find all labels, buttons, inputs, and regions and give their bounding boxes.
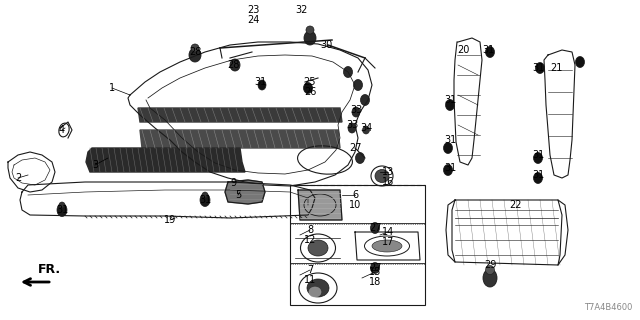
Ellipse shape	[304, 31, 316, 45]
Text: 27: 27	[369, 223, 381, 233]
Text: 9: 9	[230, 178, 236, 188]
Text: FR.: FR.	[38, 263, 61, 276]
Text: 4: 4	[59, 125, 65, 135]
Ellipse shape	[444, 164, 452, 175]
Ellipse shape	[352, 107, 360, 117]
Text: 31: 31	[444, 95, 456, 105]
Text: 33: 33	[350, 105, 362, 115]
Polygon shape	[298, 190, 342, 220]
Ellipse shape	[202, 192, 208, 198]
Text: 5: 5	[235, 190, 241, 200]
Ellipse shape	[344, 67, 353, 77]
Text: 11: 11	[304, 275, 316, 285]
Ellipse shape	[59, 202, 65, 208]
Ellipse shape	[57, 204, 67, 217]
Ellipse shape	[306, 26, 314, 34]
Ellipse shape	[258, 80, 266, 90]
Ellipse shape	[444, 142, 452, 154]
Text: 17: 17	[382, 237, 394, 247]
Ellipse shape	[534, 153, 543, 164]
Ellipse shape	[200, 194, 210, 206]
Text: 18: 18	[369, 277, 381, 287]
Text: 22: 22	[509, 200, 521, 210]
Ellipse shape	[362, 126, 369, 134]
Text: 31: 31	[444, 135, 456, 145]
Ellipse shape	[486, 266, 495, 275]
Ellipse shape	[372, 240, 402, 252]
Text: 6: 6	[352, 190, 358, 200]
Text: T7A4B4600: T7A4B4600	[584, 303, 632, 312]
Ellipse shape	[360, 94, 369, 106]
Text: 8: 8	[307, 225, 313, 235]
Ellipse shape	[486, 46, 495, 58]
Text: 14: 14	[382, 227, 394, 237]
Ellipse shape	[536, 62, 545, 74]
Ellipse shape	[309, 287, 321, 297]
Text: 27: 27	[349, 143, 361, 153]
Ellipse shape	[353, 79, 362, 91]
Text: 31: 31	[444, 163, 456, 173]
Ellipse shape	[230, 59, 240, 71]
Ellipse shape	[483, 269, 497, 287]
Bar	[290, 185, 425, 305]
Text: 31: 31	[482, 45, 494, 55]
Text: 1: 1	[109, 83, 115, 93]
Text: 21: 21	[550, 63, 562, 73]
Text: 19: 19	[164, 215, 176, 225]
Polygon shape	[86, 148, 245, 172]
Text: 7: 7	[307, 265, 313, 275]
Text: 30: 30	[320, 40, 332, 50]
Text: 31: 31	[254, 77, 266, 87]
Text: 31: 31	[532, 170, 544, 180]
Text: 13: 13	[382, 167, 394, 177]
Ellipse shape	[355, 153, 365, 164]
Text: 32: 32	[296, 5, 308, 15]
Text: 27: 27	[369, 263, 381, 273]
Text: 3: 3	[92, 160, 98, 170]
Text: 2: 2	[15, 173, 21, 183]
Text: 26: 26	[304, 87, 316, 97]
Polygon shape	[140, 130, 340, 148]
Text: 31: 31	[532, 150, 544, 160]
Text: 33: 33	[346, 120, 358, 130]
Text: 23: 23	[247, 5, 259, 15]
Text: 24: 24	[247, 15, 259, 25]
Text: 16: 16	[382, 177, 394, 187]
Ellipse shape	[375, 170, 389, 182]
Ellipse shape	[371, 222, 380, 234]
Ellipse shape	[445, 100, 454, 110]
Polygon shape	[138, 108, 342, 122]
Ellipse shape	[348, 123, 356, 133]
Text: 28: 28	[227, 60, 239, 70]
Text: 29: 29	[484, 260, 496, 270]
Ellipse shape	[189, 48, 201, 62]
Ellipse shape	[191, 44, 199, 52]
Text: 31: 31	[199, 195, 211, 205]
Polygon shape	[225, 180, 265, 204]
Text: 25: 25	[304, 77, 316, 87]
Text: 20: 20	[457, 45, 469, 55]
Ellipse shape	[534, 172, 543, 183]
Text: 15: 15	[369, 267, 381, 277]
Text: 34: 34	[360, 123, 372, 133]
Ellipse shape	[307, 279, 329, 297]
Text: 31: 31	[532, 63, 544, 73]
Ellipse shape	[303, 83, 312, 93]
Text: 10: 10	[349, 200, 361, 210]
Text: 31: 31	[56, 205, 68, 215]
Ellipse shape	[371, 262, 380, 274]
Text: 12: 12	[304, 235, 316, 245]
Ellipse shape	[308, 240, 328, 256]
Text: 28: 28	[189, 47, 201, 57]
Ellipse shape	[575, 57, 584, 68]
